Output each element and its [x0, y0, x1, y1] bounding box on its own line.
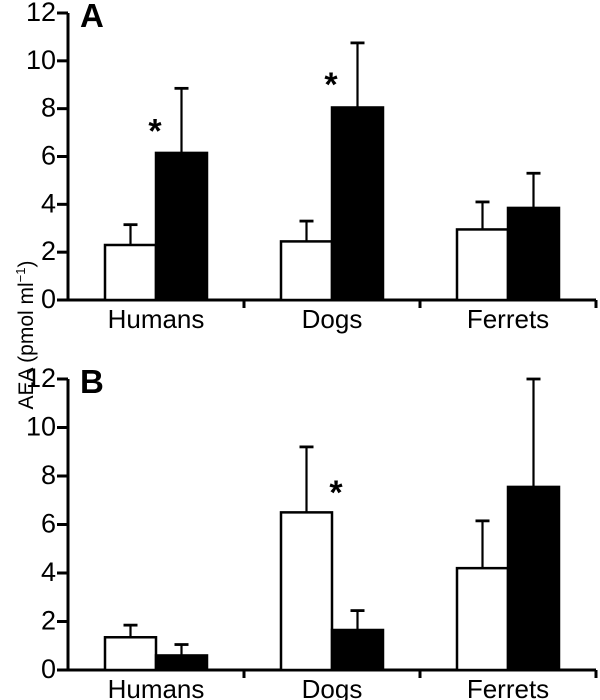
- bar-A-Ferrets-open-bars: [455, 228, 510, 302]
- category-label: Humans: [108, 304, 205, 334]
- bar-A-Humans-filled-bars: [154, 151, 209, 302]
- y-tick-label: 12: [26, 0, 56, 27]
- bar-A-Ferrets-filled-bars: [506, 206, 561, 302]
- bar-A-Dogs-filled-bars: [330, 106, 385, 302]
- y-tick-label: 12: [26, 363, 56, 393]
- bar-B-Ferrets-filled-bars: [506, 485, 561, 672]
- y-tick-label: 10: [26, 412, 56, 442]
- panel-letter: A: [80, 0, 104, 34]
- bar-B-Humans-filled-bars: [154, 654, 209, 672]
- y-tick-label: 2: [41, 606, 56, 636]
- bar-B-Dogs-open-bars: [279, 511, 334, 672]
- bar-B-Ferrets-open-bars: [455, 566, 510, 672]
- panel-letter: B: [80, 363, 104, 400]
- y-tick-label: 4: [41, 188, 56, 218]
- y-tick-label: 2: [41, 236, 56, 266]
- y-tick-label: 6: [41, 509, 56, 539]
- y-axis-label: AEA (pmol ml−1): [12, 185, 42, 485]
- y-tick-label: 10: [26, 45, 56, 75]
- y-axis-label-superscript: −1: [13, 267, 28, 283]
- y-tick-label: 0: [41, 284, 56, 314]
- bar-A-Dogs-open-bars: [279, 240, 334, 302]
- bar-B-Dogs-filled-bars: [330, 628, 385, 672]
- y-tick-label: 0: [41, 654, 56, 684]
- significance-asterisk: *: [324, 66, 338, 104]
- y-tick-label: 8: [41, 93, 56, 123]
- category-label: Humans: [108, 674, 205, 700]
- y-tick-label: 6: [41, 141, 56, 171]
- bar-A-Humans-open-bars: [103, 243, 158, 302]
- category-label: Dogs: [302, 304, 363, 334]
- significance-asterisk: *: [329, 474, 343, 512]
- y-tick-label: 8: [41, 460, 56, 490]
- bar-B-Humans-open-bars: [103, 636, 158, 672]
- y-tick-label: 4: [41, 557, 56, 587]
- category-label: Dogs: [302, 674, 363, 700]
- category-label: Ferrets: [467, 304, 549, 334]
- y-axis-label-close: ): [15, 260, 38, 268]
- category-label: Ferrets: [467, 674, 549, 700]
- y-axis-label-main: AEA (pmol ml: [15, 282, 38, 410]
- significance-asterisk: *: [148, 112, 162, 150]
